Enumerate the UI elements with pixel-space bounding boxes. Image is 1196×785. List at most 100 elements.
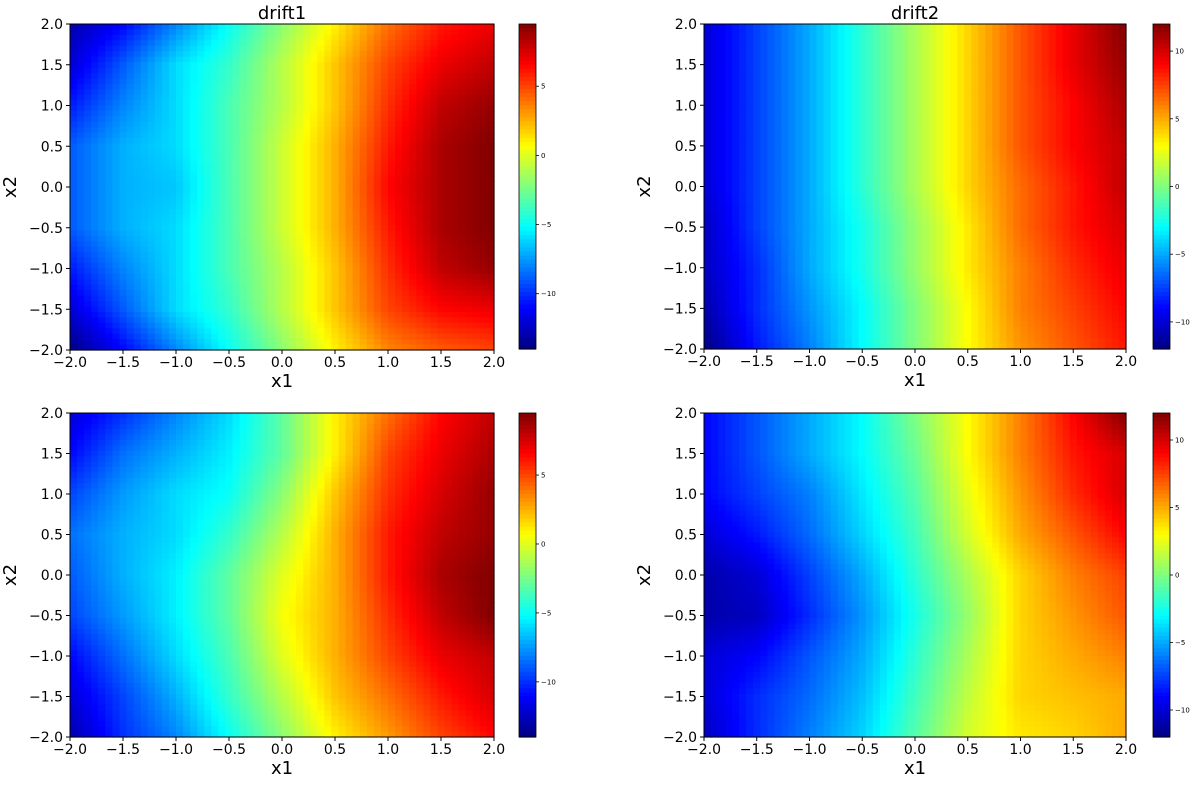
- heatmap-cell: [310, 89, 318, 96]
- heatmap-cell: [978, 99, 986, 106]
- heatmap-cell: [338, 317, 347, 324]
- heatmap-cell: [486, 328, 495, 335]
- heatmap-cell: [345, 138, 354, 145]
- heatmap-cell: [388, 192, 396, 199]
- heatmap-cell: [388, 339, 396, 346]
- heatmap-cell: [154, 100, 163, 107]
- heatmap-cell: [402, 110, 410, 117]
- heatmap-cell: [395, 72, 403, 79]
- heatmap-cell: [239, 29, 248, 36]
- heatmap-cell: [1118, 110, 1127, 117]
- heatmap-cell: [1041, 40, 1050, 47]
- heatmap-cell: [147, 257, 156, 264]
- heatmap-cell: [246, 257, 255, 264]
- heatmap-cell: [289, 317, 297, 324]
- heatmap-cell: [98, 34, 106, 41]
- heatmap-cell: [746, 40, 754, 47]
- heatmap-cell: [985, 110, 993, 117]
- heatmap-cell: [253, 279, 262, 286]
- heatmap-cell: [823, 56, 832, 63]
- heatmap-cell: [197, 72, 205, 79]
- heatmap-cell: [486, 295, 495, 302]
- heatmap-cell: [416, 132, 424, 139]
- heatmap-cell: [451, 181, 460, 188]
- heatmap-cell: [479, 219, 488, 226]
- heatmap-cell: [154, 339, 163, 346]
- colorbar-segment: [519, 149, 536, 155]
- heatmap-cell: [837, 72, 846, 79]
- heatmap-cell: [190, 100, 198, 107]
- heatmap-cell: [197, 219, 205, 226]
- heatmap-cell: [197, 241, 205, 248]
- heatmap-cell: [1076, 29, 1085, 36]
- heatmap-cell: [922, 121, 930, 128]
- heatmap-cell: [929, 132, 937, 139]
- heatmap-cell: [126, 67, 135, 74]
- heatmap-cell: [77, 279, 85, 286]
- heatmap-cell: [338, 295, 347, 302]
- heatmap-cell: [70, 311, 78, 318]
- heatmap-cell: [472, 235, 481, 242]
- heatmap-cell: [704, 105, 712, 112]
- heatmap-cell: [289, 170, 297, 177]
- heatmap-cell: [197, 192, 205, 199]
- heatmap-cell: [119, 328, 128, 335]
- heatmap-cell: [929, 45, 937, 52]
- heatmap-cell: [317, 56, 325, 63]
- heatmap-cell: [345, 311, 354, 318]
- heatmap-cell: [77, 83, 85, 90]
- heatmap-cell: [267, 263, 276, 270]
- heatmap-cell: [416, 78, 424, 85]
- heatmap-cell: [816, 67, 825, 74]
- heatmap-cell: [267, 187, 276, 194]
- heatmap-cell: [388, 306, 396, 313]
- heatmap-cell: [893, 105, 902, 112]
- heatmap-cell: [423, 121, 431, 128]
- heatmap-cell: [84, 83, 92, 90]
- heatmap-cell: [479, 203, 488, 210]
- heatmap-cell: [465, 62, 474, 69]
- heatmap-cell: [359, 203, 368, 210]
- heatmap-cell: [753, 89, 761, 96]
- heatmap-cell: [154, 257, 163, 264]
- heatmap-cell: [1076, 89, 1085, 96]
- heatmap-cell: [725, 78, 733, 85]
- heatmap-cell: [366, 214, 375, 221]
- heatmap-cell: [423, 225, 431, 232]
- heatmap-cell: [246, 181, 255, 188]
- heatmap-cell: [865, 110, 874, 117]
- heatmap-cell: [331, 132, 340, 139]
- heatmap-cell: [140, 317, 149, 324]
- heatmap-cell: [437, 51, 446, 58]
- heatmap-cell: [423, 24, 431, 31]
- heatmap-cell: [851, 34, 860, 41]
- heatmap-cell: [781, 29, 789, 36]
- heatmap-cell: [879, 132, 888, 139]
- y-axis-label: x2: [0, 176, 21, 198]
- heatmap-cell: [1104, 51, 1113, 58]
- heatmap-cell: [451, 214, 460, 221]
- heatmap-cell: [225, 241, 234, 248]
- heatmap-cell: [964, 132, 972, 139]
- heatmap-cell: [345, 72, 354, 79]
- heatmap-cell: [409, 317, 417, 324]
- heatmap-cell: [739, 110, 747, 117]
- heatmap-cell: [133, 45, 142, 52]
- heatmap-cell: [176, 284, 184, 291]
- heatmap-cell: [253, 127, 262, 134]
- heatmap-cell: [380, 24, 389, 31]
- heatmap-cell: [274, 317, 283, 324]
- heatmap-cell: [176, 40, 184, 47]
- heatmap-cell: [338, 40, 347, 47]
- heatmap-cell: [239, 148, 248, 155]
- heatmap-cell: [218, 241, 227, 248]
- heatmap-cell: [296, 301, 304, 308]
- heatmap-cell: [1097, 72, 1106, 79]
- heatmap-cell: [289, 100, 297, 107]
- heatmap-cell: [140, 328, 149, 335]
- heatmap-cell: [402, 279, 410, 286]
- heatmap-cell: [437, 257, 446, 264]
- heatmap-cell: [451, 235, 460, 242]
- heatmap-cell: [472, 100, 481, 107]
- heatmap-cell: [317, 170, 325, 177]
